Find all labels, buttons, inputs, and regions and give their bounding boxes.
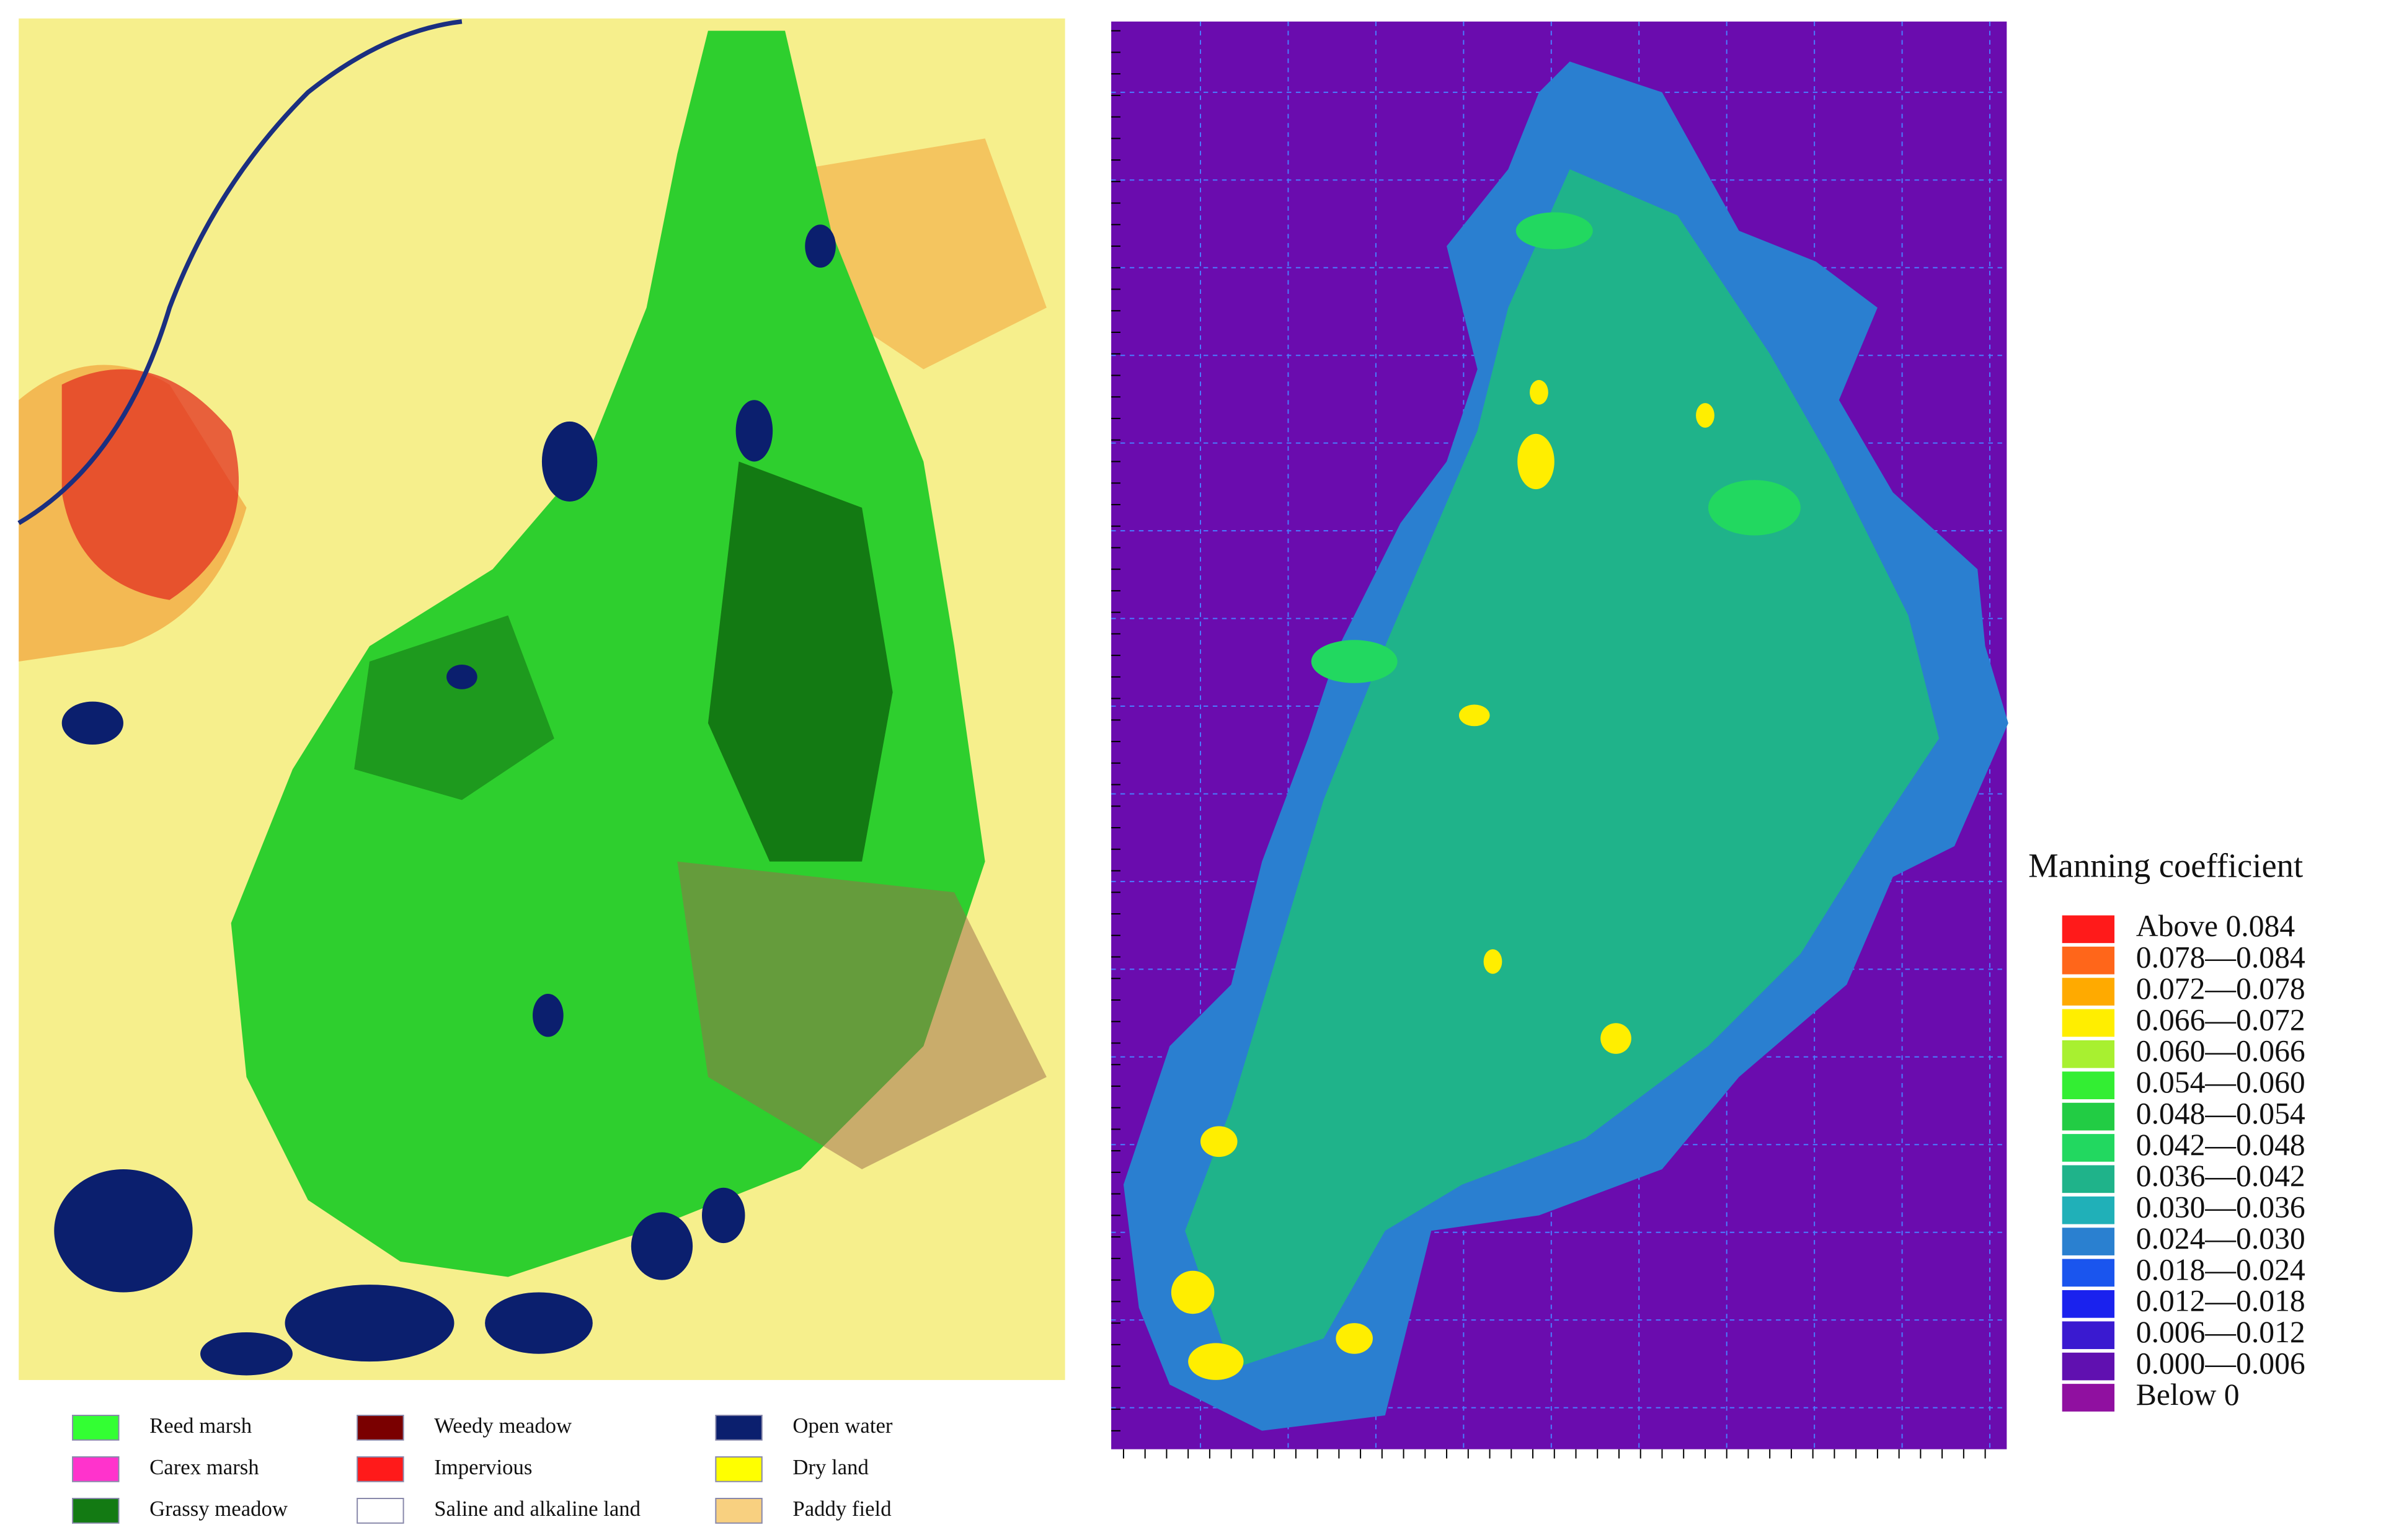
legend-label: 0.018—0.024 bbox=[2136, 1252, 2305, 1286]
weedy-meadow-area bbox=[677, 861, 1047, 1169]
legend-swatch bbox=[357, 1456, 404, 1482]
yellow-patches bbox=[1171, 379, 1714, 1380]
legend-swatch bbox=[2062, 1165, 2115, 1193]
legend-label: Weedy meadow bbox=[434, 1414, 572, 1438]
legend-label: 0.054—0.060 bbox=[2136, 1065, 2305, 1099]
legend-swatch bbox=[72, 1498, 120, 1524]
legend-title: Manning coefficient bbox=[2028, 847, 2303, 885]
legend-swatch bbox=[2062, 915, 2115, 944]
legend-label: Paddy field bbox=[792, 1497, 891, 1521]
manning-legend: Manning coefficient Above 0.0840.078—0.0… bbox=[2028, 847, 2305, 1412]
grassy-meadow-area bbox=[707, 461, 893, 862]
land-use-map: Reed marsh Carex marsh Grassy meadow Weedy … bbox=[17, 18, 1065, 1524]
legend-label: 0.006—0.012 bbox=[2136, 1315, 2305, 1349]
legend-swatch bbox=[2062, 1290, 2115, 1318]
legend-label: 0.072—0.078 bbox=[2136, 971, 2305, 1006]
map-ticks bbox=[1111, 30, 1986, 1459]
legend-label: Saline and alkaline land bbox=[434, 1497, 641, 1521]
legend-label: 0.030—0.036 bbox=[2136, 1190, 2305, 1224]
legend-label: 0.024—0.030 bbox=[2136, 1221, 2305, 1255]
legend-label: 0.042—0.048 bbox=[2136, 1128, 2305, 1162]
legend-label: Open water bbox=[792, 1414, 892, 1438]
legend-label: 0.048—0.054 bbox=[2136, 1096, 2305, 1130]
legend-label: 0.066—0.072 bbox=[2136, 1002, 2305, 1037]
legend-swatch bbox=[2062, 978, 2115, 1006]
manning-map: Manning coefficient Above 0.0840.078—0.0… bbox=[1111, 21, 2305, 1459]
basin-main bbox=[1185, 169, 1940, 1370]
legend-swatch bbox=[2062, 946, 2115, 975]
legend-swatch bbox=[2062, 1259, 2115, 1287]
town-area bbox=[61, 369, 239, 600]
legend-label: 0.060—0.066 bbox=[2136, 1034, 2305, 1068]
legend-swatch bbox=[2062, 1321, 2115, 1350]
river bbox=[17, 19, 463, 525]
legend-swatch bbox=[2062, 1071, 2115, 1100]
legend-swatch bbox=[715, 1498, 763, 1524]
legend-swatch bbox=[357, 1415, 404, 1441]
legend-swatch bbox=[2062, 1384, 2115, 1412]
legend-swatch bbox=[2062, 1352, 2115, 1381]
legend-swatch bbox=[2062, 1196, 2115, 1224]
legend-label: 0.012—0.018 bbox=[2136, 1284, 2305, 1318]
legend-label: 0.036—0.042 bbox=[2136, 1159, 2305, 1193]
green-patches bbox=[1311, 212, 1801, 683]
legend-swatch bbox=[72, 1415, 120, 1441]
legend-swatch bbox=[715, 1415, 763, 1441]
legend-label: Dry land bbox=[792, 1455, 869, 1479]
legend-swatch bbox=[715, 1456, 763, 1482]
legend-swatch bbox=[72, 1456, 120, 1482]
legend-label: Carex marsh bbox=[149, 1455, 259, 1479]
water-bodies bbox=[54, 224, 836, 1376]
legend-label: Grassy meadow bbox=[149, 1497, 288, 1521]
legend-swatch bbox=[2062, 1102, 2115, 1131]
land-use-legend: Reed marsh Carex marsh Grassy meadow Weedy … bbox=[72, 1414, 893, 1524]
legend-swatch bbox=[357, 1498, 404, 1524]
legend-label: Above 0.084 bbox=[2136, 909, 2295, 943]
legend-swatch bbox=[2062, 1040, 2115, 1068]
legend-swatch bbox=[2062, 1134, 2115, 1162]
legend-label: Below 0 bbox=[2136, 1378, 2240, 1412]
legend-swatch bbox=[2062, 1228, 2115, 1255]
legend-label: Reed marsh bbox=[149, 1414, 252, 1438]
legend-swatch bbox=[2062, 1009, 2115, 1037]
legend-label: 0.000—0.006 bbox=[2136, 1346, 2305, 1380]
legend-label: 0.078—0.084 bbox=[2136, 940, 2305, 975]
grassy-meadow-area bbox=[354, 615, 554, 800]
legend-label: Impervious bbox=[434, 1455, 532, 1479]
